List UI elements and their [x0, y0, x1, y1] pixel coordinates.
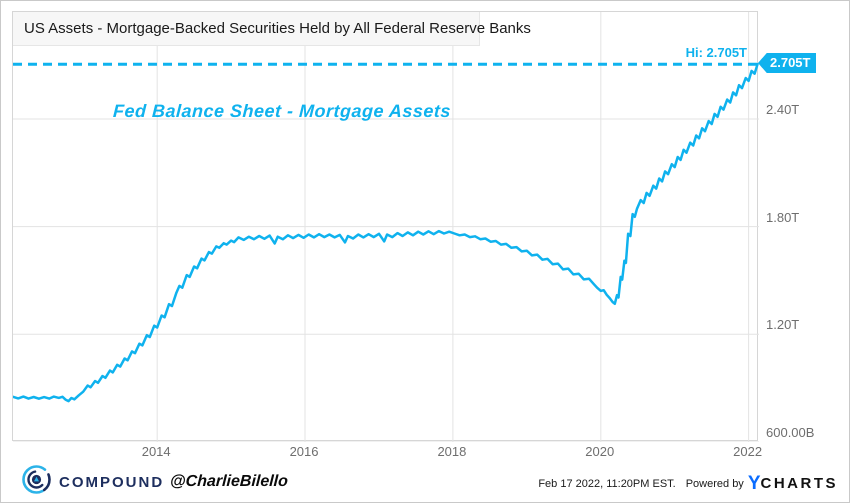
ycharts-y-glyph: Y: [747, 473, 761, 494]
x-tick-label: 2014: [141, 444, 171, 459]
ycharts-wordmark: CHARTS: [760, 475, 838, 492]
compound-logo-icon: [21, 464, 52, 500]
ycharts-logo: Y CHARTS: [748, 474, 838, 493]
x-tick-label: 2020: [585, 444, 615, 459]
footer: COMPOUND @CharlieBilello Feb 17 2022, 11…: [1, 461, 849, 501]
chart-title: US Assets - Mortgage-Backed Securities H…: [13, 12, 531, 46]
plot-area: US Assets - Mortgage-Backed Securities H…: [12, 11, 759, 442]
y-tick-label: 1.20T: [766, 317, 800, 333]
author-handle: @CharlieBilello: [169, 473, 289, 490]
timestamp: Feb 17 2022, 11:20PM EST.: [538, 477, 676, 490]
brand-group: COMPOUND @CharlieBilello: [21, 464, 289, 500]
chart-annotation: Fed Balance Sheet - Mortgage Assets: [112, 101, 452, 121]
x-tick-label: 2016: [289, 444, 319, 459]
high-value-label: Hi: 2.705T: [685, 45, 747, 60]
line-chart: [13, 12, 759, 442]
powered-by-label: Powered by: [685, 477, 744, 490]
y-tick-label: 600.00B: [766, 425, 815, 440]
current-value-badge: 2.705T: [758, 53, 817, 73]
x-tick-label: 2022: [733, 444, 763, 459]
brand-name: COMPOUND: [59, 473, 165, 491]
y-tick-label: 2.40T: [766, 101, 800, 117]
credits: Feb 17 2022, 11:20PM EST. Powered by Y C…: [538, 474, 838, 493]
y-tick-label: 1.80T: [766, 209, 800, 225]
x-tick-label: 2018: [437, 444, 467, 459]
